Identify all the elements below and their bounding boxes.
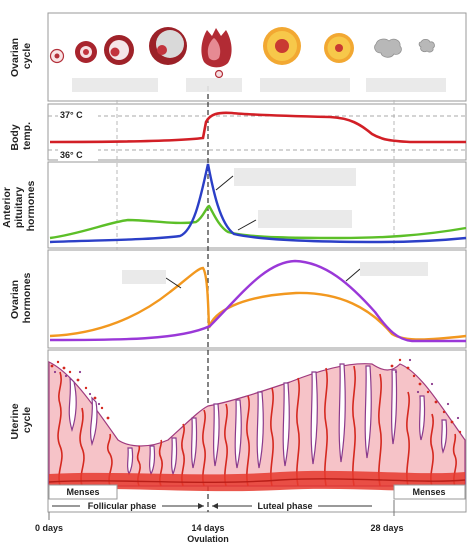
primary-follicle-icon	[75, 41, 97, 63]
day-ticks	[48, 500, 395, 520]
endometrium-illustration	[48, 358, 466, 492]
ovarian-cycle-stages	[49, 27, 435, 79]
row-label-pituitary: Anterior pituitary hormones	[1, 180, 37, 231]
fsh-curve	[49, 204, 467, 240]
corpus-albicans-icon	[374, 38, 402, 58]
day-0-label: 0 days	[35, 523, 63, 533]
lh-curve	[49, 163, 467, 244]
follicular-phase-arrow	[52, 503, 204, 509]
blank-label-estrogen	[122, 270, 166, 284]
menses-debris-purple	[53, 358, 460, 420]
lh-pointer	[215, 175, 234, 191]
panel-body-temp	[47, 103, 467, 161]
row-label-uterine-cycle: Uterine cycle	[9, 400, 33, 439]
corpus-luteum-icon	[263, 27, 301, 65]
estrogen-pointer	[165, 277, 182, 289]
primordial-follicle-icon	[49, 48, 65, 64]
secondary-follicle-icon	[104, 35, 134, 65]
corpus-albicans-small-icon	[418, 38, 435, 53]
temp-36-label-bg	[58, 149, 98, 161]
basal-vessel-line	[48, 478, 466, 484]
blank-label-fsh	[258, 210, 352, 228]
menses-label-right: Menses	[412, 487, 445, 497]
row-label-ovarian-hormones: Ovarian hormones	[9, 272, 33, 323]
luteal-phase-label: Luteal phase	[257, 501, 312, 511]
phase-guides	[116, 100, 395, 250]
luteal-phase-arrow	[212, 503, 372, 509]
day-28-label: 28 days	[370, 523, 403, 533]
mature-follicle-icon	[149, 27, 187, 65]
temp-37-label: 37° C	[60, 110, 83, 120]
row-label-ovarian-cycle: Ovarian cycle	[9, 35, 33, 77]
corpus-luteum-mature-icon	[324, 33, 354, 63]
blank-label-boxes	[72, 78, 446, 284]
blank-label-corpus-luteum	[260, 78, 350, 92]
row-label-body-temp: Body temp.	[9, 121, 33, 150]
temp-37-label-bg	[58, 108, 98, 121]
blank-label-lh	[234, 168, 356, 186]
temperature-curve	[49, 111, 466, 144]
menses-debris	[50, 358, 462, 434]
blank-label-progesterone	[360, 262, 428, 276]
menses-label-left: Menses	[66, 487, 99, 497]
fsh-pointer	[237, 219, 257, 231]
blank-label-follicle	[72, 78, 158, 92]
progesterone-curve	[49, 259, 466, 343]
temp-36-label: 36° C	[60, 150, 83, 160]
blank-label-ovulation	[186, 78, 242, 92]
blank-label-corpus-albicans	[366, 78, 446, 92]
uterine-glands	[68, 363, 448, 476]
ovulation-label: Ovulation	[187, 534, 229, 544]
menses-box-right	[393, 484, 466, 500]
follicular-phase-label: Follicular phase	[88, 501, 157, 511]
menses-box-left	[48, 484, 118, 500]
day-14-label: 14 days	[191, 523, 224, 533]
ovulation-follicle-icon	[201, 28, 232, 79]
progesterone-pointer	[345, 268, 361, 282]
